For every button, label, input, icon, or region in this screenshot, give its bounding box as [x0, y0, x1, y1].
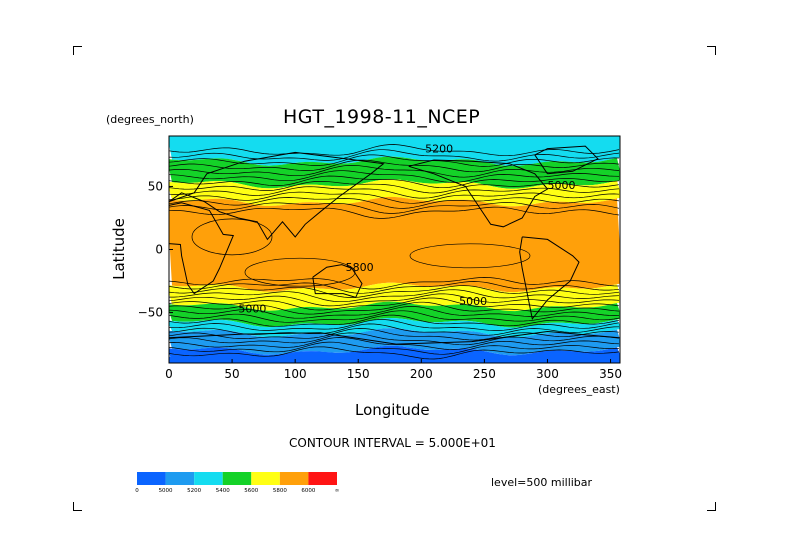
contour-line [169, 328, 620, 341]
coastline [169, 151, 385, 241]
band-4 [169, 282, 620, 312]
coastline [169, 202, 235, 295]
colorbar-tick-label: 6000 [301, 488, 315, 494]
contour-line [169, 314, 620, 327]
contour-line [169, 297, 620, 311]
x-axis-label: Longitude [355, 401, 430, 419]
colorbar-swatch [308, 472, 337, 485]
band-5 [169, 301, 620, 328]
contour-line [169, 175, 620, 189]
colorbar-swatch [137, 472, 166, 485]
contour-line [169, 154, 620, 167]
chart-title: HGT_1998-11_NCEP [283, 106, 481, 128]
contour-line [169, 149, 620, 162]
crop-mark-top-left [73, 46, 82, 55]
colorbar-tick-label: 5800 [273, 488, 287, 494]
contour-line [169, 341, 620, 355]
coastline [169, 330, 620, 345]
colorbar-tick-label: 5600 [244, 488, 258, 494]
coastline [312, 264, 363, 299]
colorbar-swatch [165, 472, 195, 485]
colorbar-swatch [279, 472, 309, 485]
contour-line [169, 186, 620, 199]
contour-interval-label: CONTOUR INTERVAL = 5.000E+01 [289, 436, 496, 450]
x-tick-label: 0 [165, 367, 173, 381]
contour-label: 5000 [459, 295, 487, 308]
y-tick-label: 0 [155, 243, 163, 257]
band-3 [169, 196, 620, 293]
x-tick-label: 150 [347, 367, 370, 381]
contour-line [169, 277, 620, 290]
contour-line [169, 181, 620, 194]
colorbar-tick-label: ∞ [335, 488, 340, 494]
band-north-cap [169, 136, 620, 147]
x-tick-label: 200 [410, 367, 433, 381]
x-axis-units: (degrees_east) [538, 383, 620, 396]
colorbar-tick-label: 5400 [216, 488, 230, 494]
crop-mark-top-right [707, 46, 716, 55]
contour-line [169, 346, 620, 360]
colorbar-swatch [194, 472, 223, 485]
colorbar-swatch [222, 472, 252, 485]
contour-label: 5000 [238, 303, 266, 316]
contour-line [169, 165, 620, 178]
x-tick-label: 50 [224, 367, 239, 381]
band-7 [169, 328, 620, 356]
x-tick-label: 350 [599, 367, 622, 381]
crop-mark-bottom-left [73, 502, 82, 511]
contour-line [169, 301, 620, 315]
contour-line [169, 202, 620, 214]
y-axis-ticks: 50 0 −50 [138, 179, 173, 320]
coastline [519, 236, 580, 321]
coastline [408, 159, 549, 228]
contour-line [169, 319, 620, 331]
colorbar: 0 5000 5200 5400 5600 5800 6000 ∞ [135, 472, 339, 494]
contour-line [169, 289, 620, 303]
x-tick-label: 300 [536, 367, 559, 381]
x-axis-ticks: 0 50 100 150 200 250 300 350 [165, 359, 622, 381]
contour-line [169, 285, 620, 298]
contour-line [169, 310, 620, 323]
coastline [534, 145, 599, 175]
x-tick-label: 100 [284, 367, 307, 381]
y-tick-label: 50 [148, 179, 163, 193]
crop-mark-bottom-right [707, 502, 716, 511]
contour-line [169, 170, 620, 183]
band-south-cap [169, 356, 620, 363]
colorbar-tick-label: 5200 [187, 488, 201, 494]
contour-line [169, 306, 620, 319]
contour-line [169, 191, 620, 204]
y-axis-units: (degrees_north) [106, 113, 194, 126]
y-tick-label: −50 [138, 306, 163, 320]
contour-line [169, 206, 620, 219]
contour-label: 5200 [425, 142, 453, 155]
x-tick-label: 250 [473, 367, 496, 381]
contour-line [169, 159, 620, 173]
contour-line [169, 332, 620, 346]
contour-line [169, 293, 620, 307]
contour-labels: 5200 5000 5800 5000 5000 [238, 142, 575, 315]
contour-line [409, 243, 531, 269]
coastlines [169, 145, 620, 345]
contour-line [169, 197, 620, 209]
colorbar-tick-label: 0 [135, 488, 139, 494]
colorbar-tick-label: 5000 [159, 488, 173, 494]
colorbar-swatch [251, 472, 280, 485]
level-label: level=500 millibar [491, 476, 593, 489]
contour-line [191, 218, 273, 256]
contour-line [169, 337, 620, 350]
contour-label: 5000 [547, 179, 575, 192]
contour-line [169, 281, 620, 294]
contour-label: 5800 [346, 261, 374, 274]
